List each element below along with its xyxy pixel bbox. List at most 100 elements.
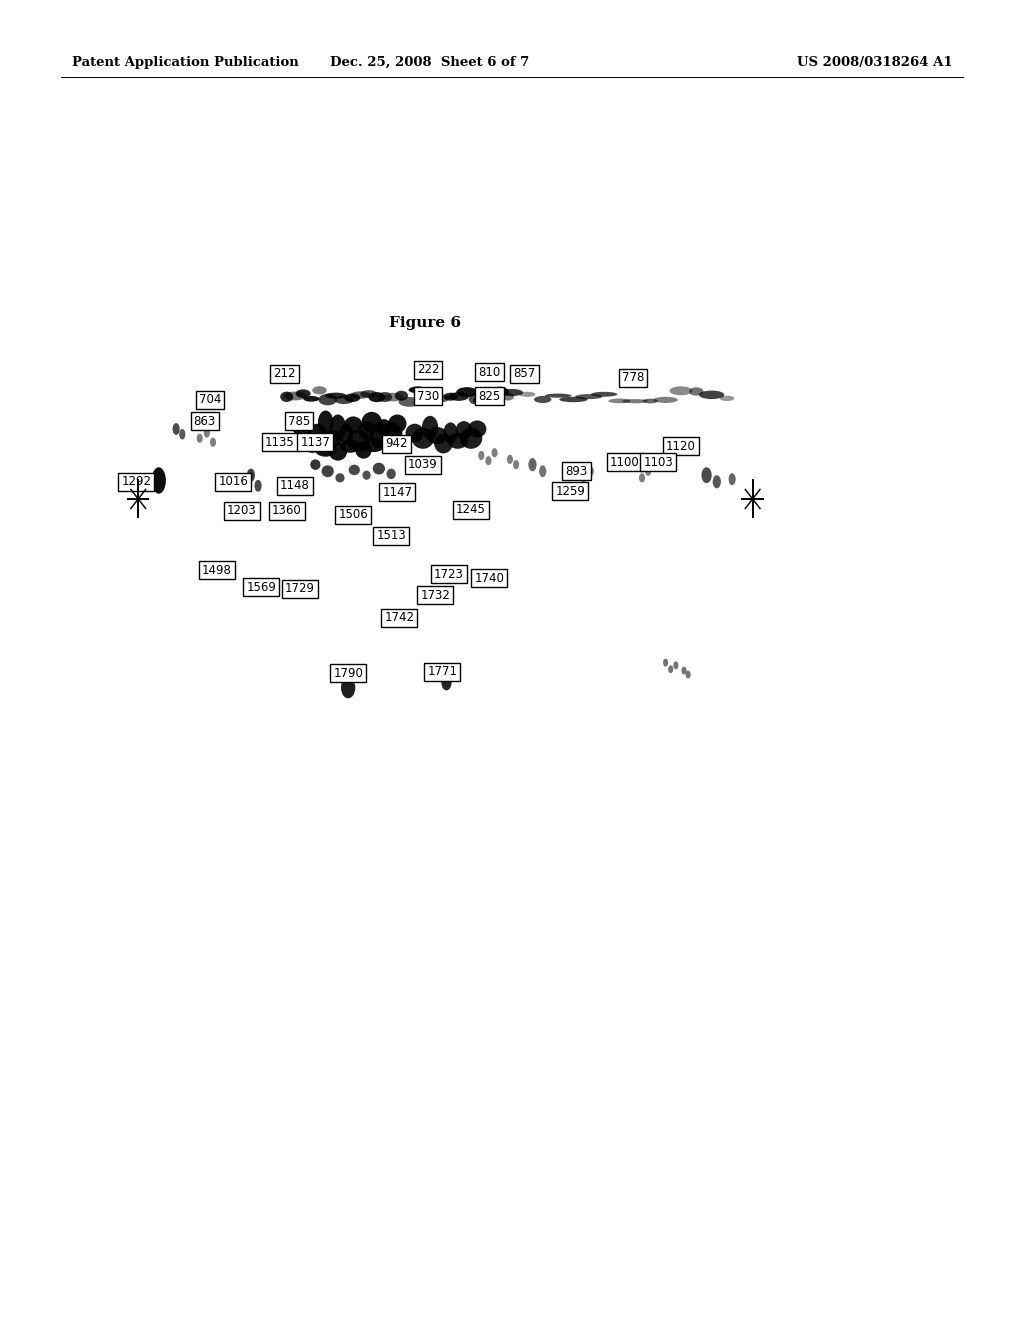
FancyBboxPatch shape bbox=[663, 437, 699, 455]
Ellipse shape bbox=[422, 416, 438, 440]
FancyBboxPatch shape bbox=[640, 453, 677, 471]
FancyBboxPatch shape bbox=[562, 462, 591, 480]
Ellipse shape bbox=[701, 467, 712, 483]
Ellipse shape bbox=[588, 467, 594, 477]
Ellipse shape bbox=[355, 441, 372, 459]
Ellipse shape bbox=[682, 667, 686, 675]
Ellipse shape bbox=[318, 393, 337, 405]
Ellipse shape bbox=[362, 470, 371, 479]
Text: 825: 825 bbox=[478, 389, 501, 403]
FancyBboxPatch shape bbox=[424, 663, 461, 681]
Ellipse shape bbox=[303, 396, 319, 401]
Ellipse shape bbox=[395, 391, 408, 401]
Ellipse shape bbox=[310, 459, 321, 470]
Ellipse shape bbox=[689, 387, 703, 396]
Text: 1742: 1742 bbox=[384, 611, 415, 624]
FancyBboxPatch shape bbox=[381, 609, 418, 627]
FancyBboxPatch shape bbox=[379, 483, 416, 502]
Ellipse shape bbox=[335, 396, 353, 404]
Ellipse shape bbox=[304, 440, 321, 453]
Text: 778: 778 bbox=[622, 371, 644, 384]
FancyBboxPatch shape bbox=[475, 363, 504, 381]
Ellipse shape bbox=[197, 433, 203, 442]
Ellipse shape bbox=[358, 421, 375, 440]
FancyBboxPatch shape bbox=[330, 664, 367, 682]
Ellipse shape bbox=[296, 389, 310, 397]
FancyBboxPatch shape bbox=[282, 579, 318, 598]
Ellipse shape bbox=[362, 437, 385, 451]
Ellipse shape bbox=[670, 387, 692, 395]
Ellipse shape bbox=[559, 397, 588, 403]
Text: 222: 222 bbox=[417, 363, 439, 376]
Ellipse shape bbox=[485, 455, 492, 465]
Ellipse shape bbox=[384, 393, 402, 401]
FancyBboxPatch shape bbox=[417, 586, 454, 605]
Ellipse shape bbox=[386, 469, 395, 479]
FancyBboxPatch shape bbox=[118, 473, 155, 491]
Text: 730: 730 bbox=[417, 389, 439, 403]
Ellipse shape bbox=[492, 449, 498, 458]
Ellipse shape bbox=[645, 467, 651, 477]
Ellipse shape bbox=[361, 412, 382, 433]
Ellipse shape bbox=[441, 675, 452, 690]
Ellipse shape bbox=[713, 475, 721, 488]
Ellipse shape bbox=[485, 388, 498, 396]
Ellipse shape bbox=[519, 392, 536, 397]
Ellipse shape bbox=[172, 422, 180, 436]
Text: 863: 863 bbox=[194, 414, 216, 428]
Ellipse shape bbox=[322, 465, 334, 478]
Text: Patent Application Publication: Patent Application Publication bbox=[72, 55, 298, 69]
Text: 1569: 1569 bbox=[246, 581, 276, 594]
Ellipse shape bbox=[348, 465, 360, 475]
FancyBboxPatch shape bbox=[453, 500, 489, 519]
Ellipse shape bbox=[409, 387, 427, 393]
Ellipse shape bbox=[502, 392, 514, 400]
Text: US 2008/0318264 A1: US 2008/0318264 A1 bbox=[797, 55, 952, 69]
FancyBboxPatch shape bbox=[215, 473, 252, 491]
Ellipse shape bbox=[308, 424, 327, 442]
FancyBboxPatch shape bbox=[199, 561, 236, 579]
FancyBboxPatch shape bbox=[471, 569, 508, 587]
Ellipse shape bbox=[674, 661, 678, 669]
FancyBboxPatch shape bbox=[475, 387, 504, 405]
FancyBboxPatch shape bbox=[190, 412, 219, 430]
Ellipse shape bbox=[373, 462, 385, 475]
Ellipse shape bbox=[398, 397, 421, 407]
FancyBboxPatch shape bbox=[243, 578, 280, 597]
Ellipse shape bbox=[412, 428, 434, 449]
FancyBboxPatch shape bbox=[268, 502, 305, 520]
FancyBboxPatch shape bbox=[510, 364, 539, 383]
Text: 1103: 1103 bbox=[643, 455, 674, 469]
Ellipse shape bbox=[540, 465, 547, 478]
Ellipse shape bbox=[457, 387, 477, 397]
Ellipse shape bbox=[388, 414, 407, 433]
Ellipse shape bbox=[370, 422, 388, 447]
Text: 212: 212 bbox=[273, 367, 296, 380]
Ellipse shape bbox=[449, 392, 469, 401]
Ellipse shape bbox=[443, 392, 458, 401]
Ellipse shape bbox=[341, 677, 355, 698]
Text: 1259: 1259 bbox=[555, 484, 586, 498]
FancyBboxPatch shape bbox=[223, 502, 260, 520]
Text: 1790: 1790 bbox=[333, 667, 364, 680]
FancyBboxPatch shape bbox=[261, 433, 298, 451]
Text: 942: 942 bbox=[385, 437, 408, 450]
Ellipse shape bbox=[179, 429, 185, 440]
Ellipse shape bbox=[608, 399, 631, 404]
Text: 785: 785 bbox=[288, 414, 310, 428]
Ellipse shape bbox=[210, 437, 216, 446]
Text: 1723: 1723 bbox=[433, 568, 464, 581]
Ellipse shape bbox=[347, 429, 370, 451]
Text: 704: 704 bbox=[199, 393, 221, 407]
Ellipse shape bbox=[344, 416, 362, 433]
Text: 1732: 1732 bbox=[420, 589, 451, 602]
Ellipse shape bbox=[528, 458, 537, 471]
Ellipse shape bbox=[443, 422, 458, 444]
Ellipse shape bbox=[336, 474, 344, 483]
Ellipse shape bbox=[152, 467, 166, 494]
Text: 1771: 1771 bbox=[427, 665, 458, 678]
Ellipse shape bbox=[377, 418, 392, 437]
Ellipse shape bbox=[344, 393, 360, 403]
Ellipse shape bbox=[460, 428, 482, 449]
Ellipse shape bbox=[468, 420, 486, 437]
